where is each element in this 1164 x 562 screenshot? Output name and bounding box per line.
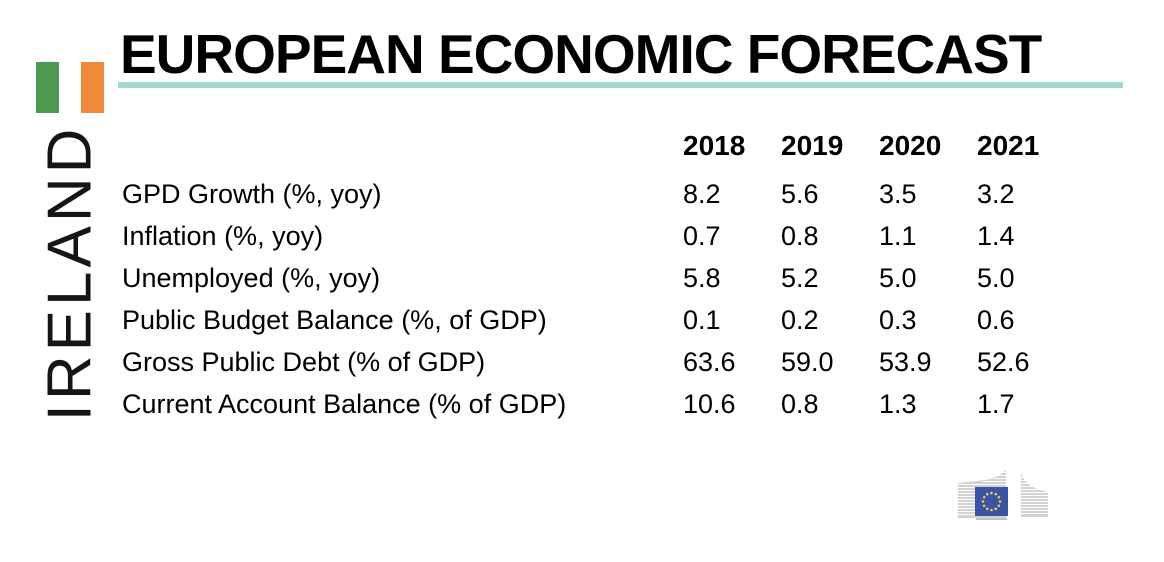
forecast-table: 2018 2019 2020 2021 GPD Growth (%, yoy) …	[122, 126, 1075, 425]
cell-value: 63.6	[683, 346, 736, 377]
cell-value: 5.0	[977, 262, 1015, 293]
cell-value: 0.8	[781, 388, 819, 419]
cell-value: 0.6	[977, 304, 1015, 335]
flag-stripe-white	[58, 62, 82, 113]
row-label: GPD Growth (%, yoy)	[122, 178, 382, 209]
year-header: 2018	[683, 130, 746, 161]
cell-value: 8.2	[683, 178, 721, 209]
cell-value: 3.2	[977, 178, 1015, 209]
cell-value: 0.7	[683, 220, 721, 251]
table-row: GPD Growth (%, yoy) 8.2 5.6 3.5 3.2	[122, 173, 1075, 215]
table-header-row: 2018 2019 2020 2021	[122, 126, 1075, 166]
row-label: Current Account Balance (% of GDP)	[122, 388, 567, 419]
ireland-flag-icon	[36, 62, 105, 113]
cell-value: 5.0	[879, 262, 917, 293]
cell-value: 53.9	[879, 346, 932, 377]
row-label: Inflation (%, yoy)	[122, 220, 324, 251]
cell-value: 5.2	[781, 262, 819, 293]
country-label: IRELAND	[35, 124, 105, 422]
title-underline	[118, 82, 1123, 88]
year-header: 2020	[879, 130, 942, 161]
page-title: EUROPEAN ECONOMIC FORECAST	[120, 23, 1042, 85]
cell-value: 5.6	[781, 178, 819, 209]
cell-value: 10.6	[683, 388, 736, 419]
european-commission-logo-icon	[958, 470, 1048, 520]
table-row: Public Budget Balance (%, of GDP) 0.1 0.…	[122, 299, 1075, 341]
cell-value: 1.7	[977, 388, 1015, 419]
cell-value: 5.8	[683, 262, 721, 293]
cell-value: 0.3	[879, 304, 917, 335]
cell-value: 1.4	[977, 220, 1015, 251]
logo-right-wing	[1021, 472, 1048, 517]
flag-stripe-orange	[81, 62, 105, 113]
cell-value: 59.0	[781, 346, 834, 377]
table-row: Unemployed (%, yoy) 5.8 5.2 5.0 5.0	[122, 257, 1075, 299]
cell-value: 3.5	[879, 178, 917, 209]
table-row: Current Account Balance (% of GDP) 10.6 …	[122, 383, 1075, 425]
flag-stripe-green	[36, 62, 59, 113]
cell-value: 1.1	[879, 220, 917, 251]
year-header: 2021	[977, 130, 1040, 161]
cell-value: 1.3	[879, 388, 917, 419]
row-label: Public Budget Balance (%, of GDP)	[122, 304, 547, 335]
eu-flag	[975, 487, 1008, 516]
eu-stars	[981, 491, 1002, 512]
table-row: Gross Public Debt (% of GDP) 63.6 59.0 5…	[122, 341, 1075, 383]
year-header: 2019	[781, 130, 844, 161]
table-row: Inflation (%, yoy) 0.7 0.8 1.1 1.4	[122, 215, 1075, 257]
logo-caption-line	[976, 518, 1007, 520]
cell-value: 0.2	[781, 304, 819, 335]
cell-value: 0.8	[781, 220, 819, 251]
cell-value: 0.1	[683, 304, 721, 335]
row-label: Unemployed (%, yoy)	[122, 262, 381, 293]
cell-value: 52.6	[977, 346, 1030, 377]
row-label: Gross Public Debt (% of GDP)	[122, 346, 486, 377]
